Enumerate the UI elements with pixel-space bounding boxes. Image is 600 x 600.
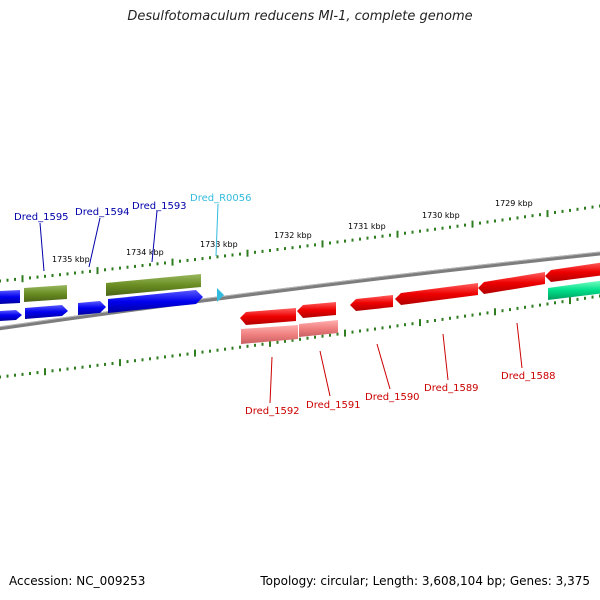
scale-label-1733: 1733 kbp [200, 240, 238, 249]
gene-arrow [108, 290, 203, 313]
gene-label-dred-1590: Dred_1590 [365, 392, 420, 403]
gene-label-dred-1595: Dred_1595 [14, 212, 69, 223]
genome-backbone [0, 251, 600, 331]
pseudo-bar [241, 325, 298, 344]
gene-label-dred-1593: Dred_1593 [132, 201, 187, 212]
gene-label-dred-1588: Dred_1588 [501, 371, 556, 382]
reverse-features [240, 262, 600, 344]
scale-label-1734: 1734 kbp [126, 248, 164, 257]
feature-bar [106, 274, 201, 296]
rna-arrow [217, 288, 224, 302]
gene-arrow [395, 283, 478, 305]
gene-arrow [545, 262, 600, 282]
scale-label-1731: 1731 kbp [348, 222, 386, 231]
gene-label-dred-1591: Dred_1591 [306, 400, 361, 411]
scale-label-1735: 1735 kbp [52, 255, 90, 264]
gene-arrow [297, 302, 336, 318]
pseudo-bar [299, 320, 338, 337]
accession-text: Accession: NC_009253 [9, 574, 146, 588]
scale-ticks-inner [0, 294, 600, 379]
scale-labels: 1735 kbp 1734 kbp 1733 kbp 1732 kbp 1731… [52, 199, 533, 264]
scale-ticks-outer [0, 204, 600, 283]
forward-features [0, 274, 224, 321]
genome-summary-text: Topology: circular; Length: 3,608,104 bp… [260, 574, 590, 588]
gene-arrow [78, 301, 106, 315]
feature-bar [548, 280, 600, 300]
map-title: Desulfotomaculum reducens MI-1, complete… [127, 9, 473, 24]
gene-label-dred-1589: Dred_1589 [424, 383, 479, 394]
scale-label-1730: 1730 kbp [422, 211, 460, 220]
gene-arrow [478, 272, 545, 294]
gene-label-dred-1592: Dred_1592 [245, 406, 300, 417]
gene-arrow [0, 310, 22, 321]
forward-labels: Dred_1595 Dred_1594 Dred_1593 Dred_R0056 [14, 193, 252, 223]
scale-label-1729: 1729 kbp [495, 199, 533, 208]
label-leaders [39, 203, 523, 404]
gene-arrow [0, 290, 20, 304]
gene-arrow [25, 305, 68, 319]
gene-arrow [240, 308, 296, 325]
feature-bar [24, 285, 67, 302]
scale-label-1732: 1732 kbp [274, 231, 312, 240]
reverse-labels: Dred_1592 Dred_1591 Dred_1590 Dred_1589 … [245, 371, 556, 417]
rna-label-dred-r0056: Dred_R0056 [190, 193, 252, 204]
gene-arrow [350, 295, 393, 311]
gene-label-dred-1594: Dred_1594 [75, 207, 130, 218]
